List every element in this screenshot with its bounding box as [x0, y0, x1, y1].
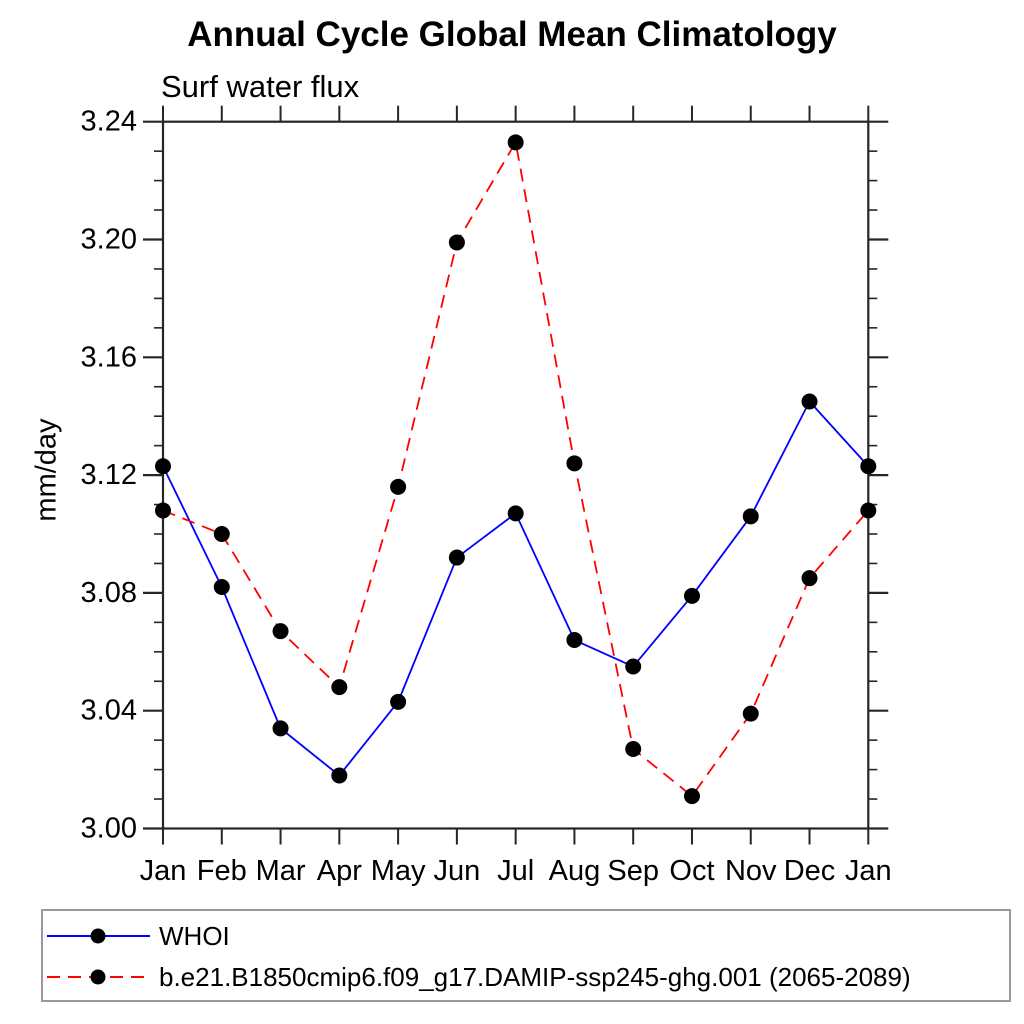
x-tick-label: Feb	[197, 855, 247, 887]
x-tick-label: Dec	[784, 855, 836, 887]
legend-line-sample-solid	[47, 928, 150, 944]
series-line-0	[162, 400, 869, 777]
legend-item-model: b.e21.B1850cmip6.f09_g17.DAMIP-ssp245-gh…	[47, 958, 911, 996]
plot-frame	[161, 120, 870, 830]
data-point-marker	[683, 587, 700, 604]
x-tick-label: Apr	[317, 855, 362, 887]
x-tick-label: Jan	[140, 855, 187, 887]
chart-subtitle: Surf water flux	[161, 69, 360, 104]
legend-line-sample-dashed	[47, 969, 150, 985]
data-point-marker	[155, 502, 171, 519]
legend: WHOI b.e21.B1850cmip6.f09_g17.DAMIP-ssp2…	[41, 909, 1011, 1002]
data-point-marker	[213, 579, 230, 596]
data-point-marker	[566, 632, 583, 649]
y-tick-label: 3.20	[81, 224, 137, 256]
data-point-marker	[801, 570, 818, 587]
legend-marker-icon	[90, 969, 106, 985]
data-point-marker	[390, 693, 407, 710]
legend-item-whoi: WHOI	[47, 917, 230, 955]
data-point-marker	[742, 508, 759, 525]
legend-label-model: b.e21.B1850cmip6.f09_g17.DAMIP-ssp245-gh…	[159, 961, 911, 992]
x-tick-label: May	[371, 855, 426, 887]
data-point-marker	[566, 455, 583, 472]
data-point-marker	[507, 505, 524, 522]
y-tick-label: 3.12	[81, 459, 137, 491]
x-tick-label: Nov	[725, 855, 777, 887]
data-point-marker	[683, 788, 700, 805]
y-tick-label: 3.16	[81, 341, 137, 373]
data-point-marker	[625, 740, 642, 757]
legend-label-whoi: WHOI	[159, 920, 230, 951]
data-point-marker	[155, 458, 171, 475]
y-tick-label: 3.00	[81, 813, 137, 845]
legend-marker-icon	[90, 928, 106, 944]
x-tick-label: Jul	[497, 855, 534, 887]
x-tick-label: Mar	[256, 855, 306, 887]
data-point-marker	[272, 623, 289, 640]
data-point-marker	[272, 720, 289, 737]
data-point-marker	[860, 458, 877, 475]
y-tick-label: 3.24	[81, 106, 137, 138]
data-point-marker	[390, 478, 407, 495]
data-point-marker	[448, 234, 465, 251]
data-point-marker	[507, 134, 524, 151]
data-point-marker	[742, 705, 759, 722]
x-tick-label: Jan	[845, 855, 892, 887]
y-tick-label: 3.04	[81, 695, 137, 727]
chart-title: Annual Cycle Global Mean Climatology	[187, 15, 837, 54]
x-tick-label: Oct	[669, 855, 714, 887]
data-point-marker	[213, 526, 230, 542]
data-point-marker	[801, 393, 818, 410]
data-point-marker	[625, 658, 642, 675]
x-tick-label: Jun	[433, 855, 480, 887]
data-point-marker	[448, 549, 465, 566]
x-tick-label: Aug	[549, 855, 601, 887]
y-tick-label: 3.08	[81, 577, 137, 609]
data-point-marker	[331, 679, 348, 696]
x-tick-label: Sep	[607, 855, 659, 887]
data-point-marker	[331, 767, 348, 784]
data-point-marker	[860, 502, 877, 519]
